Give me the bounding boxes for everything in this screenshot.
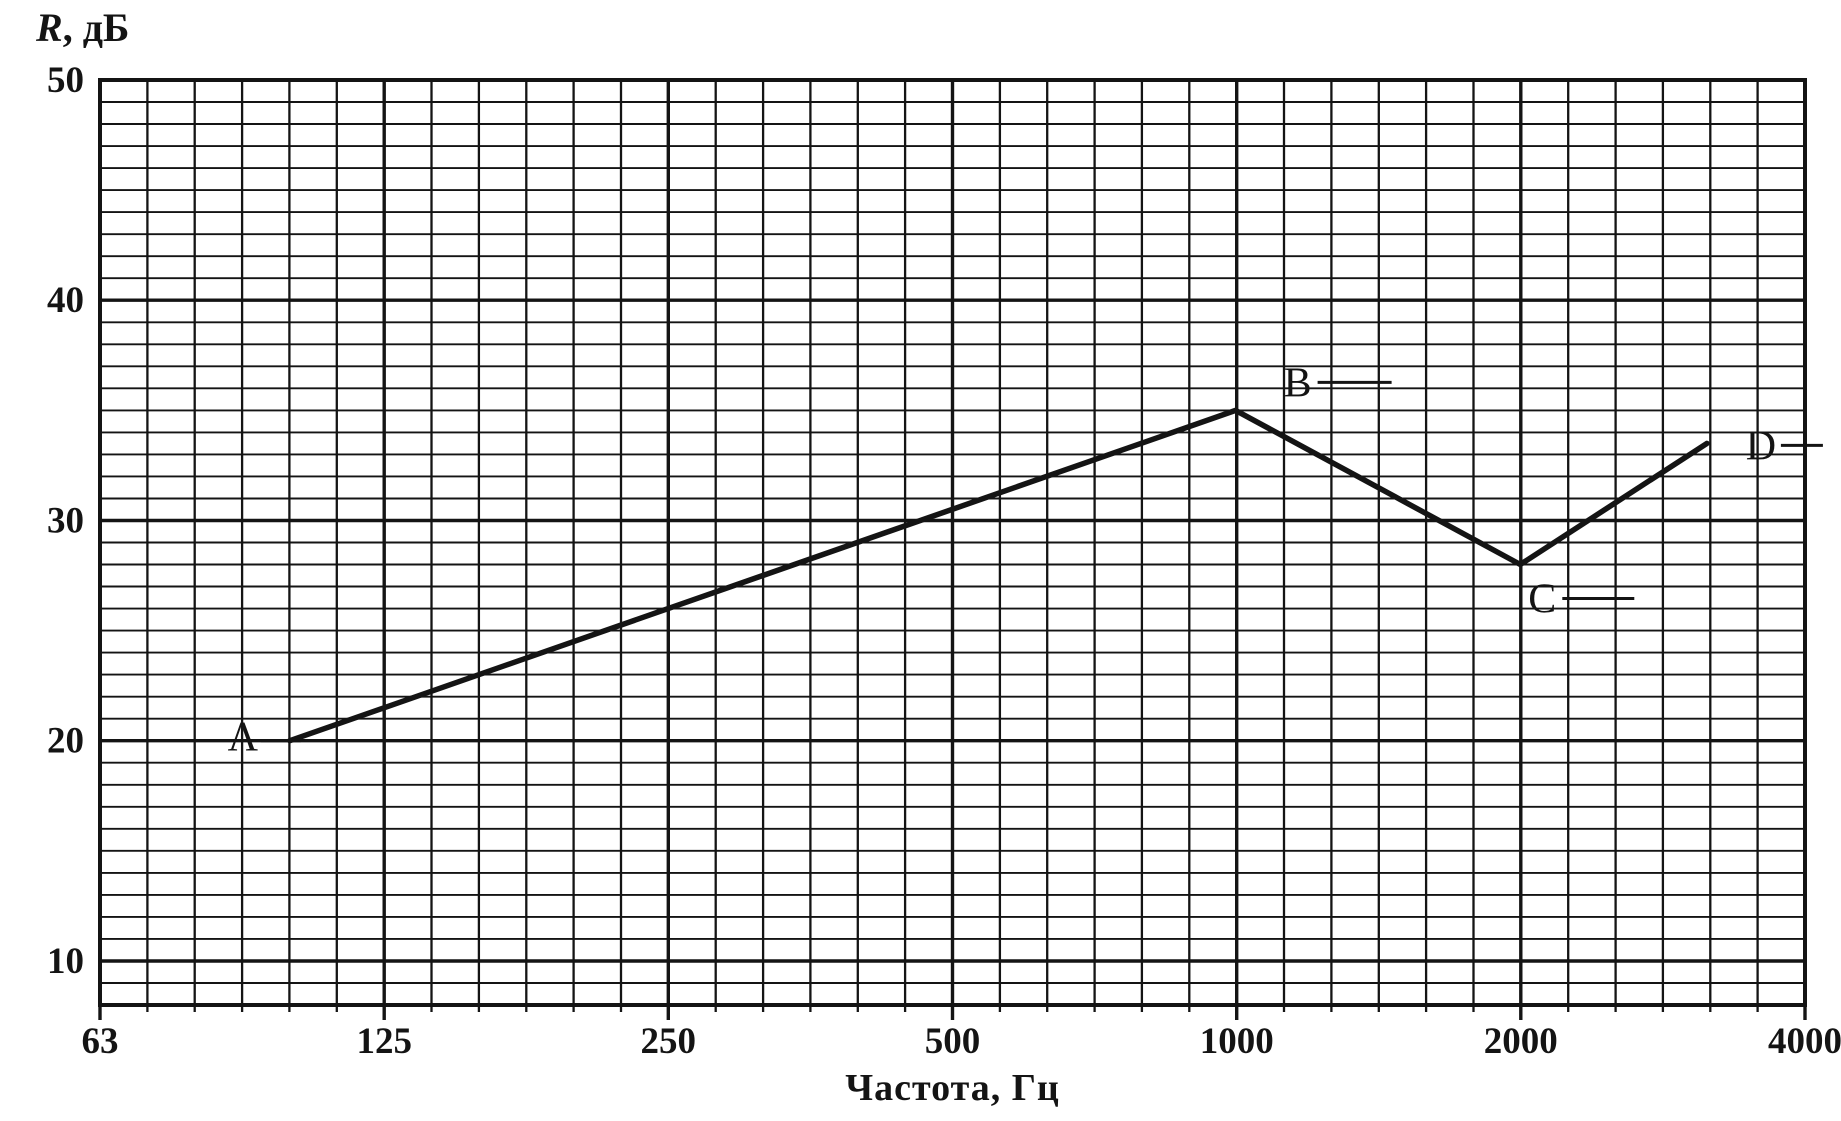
y-tick-label-40: 40 [47,280,84,321]
x-tick-label-2000: 2000 [1484,1021,1558,1062]
x-axis-title: Частота, Гц [845,1067,1060,1109]
x-tick-label-125: 125 [356,1021,412,1062]
y-tick-label-30: 30 [47,501,84,542]
plot-frame [98,78,1807,1007]
point-label-B: B [1284,360,1312,406]
point-label-C: C [1528,577,1556,623]
x-tick-label-500: 500 [925,1021,981,1062]
y-tick-label-50: 50 [47,60,84,101]
x-tick-label-250: 250 [641,1021,697,1062]
data-curve [287,407,1710,744]
y-tick-label-10: 10 [47,941,84,982]
point-label-D: D [1746,423,1776,469]
x-tick-label-1000: 1000 [1200,1021,1274,1062]
y-axis-symbol: R [36,5,63,50]
point-label-A: A [228,715,259,761]
x-tick-label-63: 63 [82,1021,119,1062]
x-tick-label-4000: 4000 [1768,1021,1841,1062]
y-tick-label-20: 20 [47,721,84,762]
y-axis-unit: , дБ [62,5,130,50]
y-axis-title: R, дБ [36,4,129,51]
